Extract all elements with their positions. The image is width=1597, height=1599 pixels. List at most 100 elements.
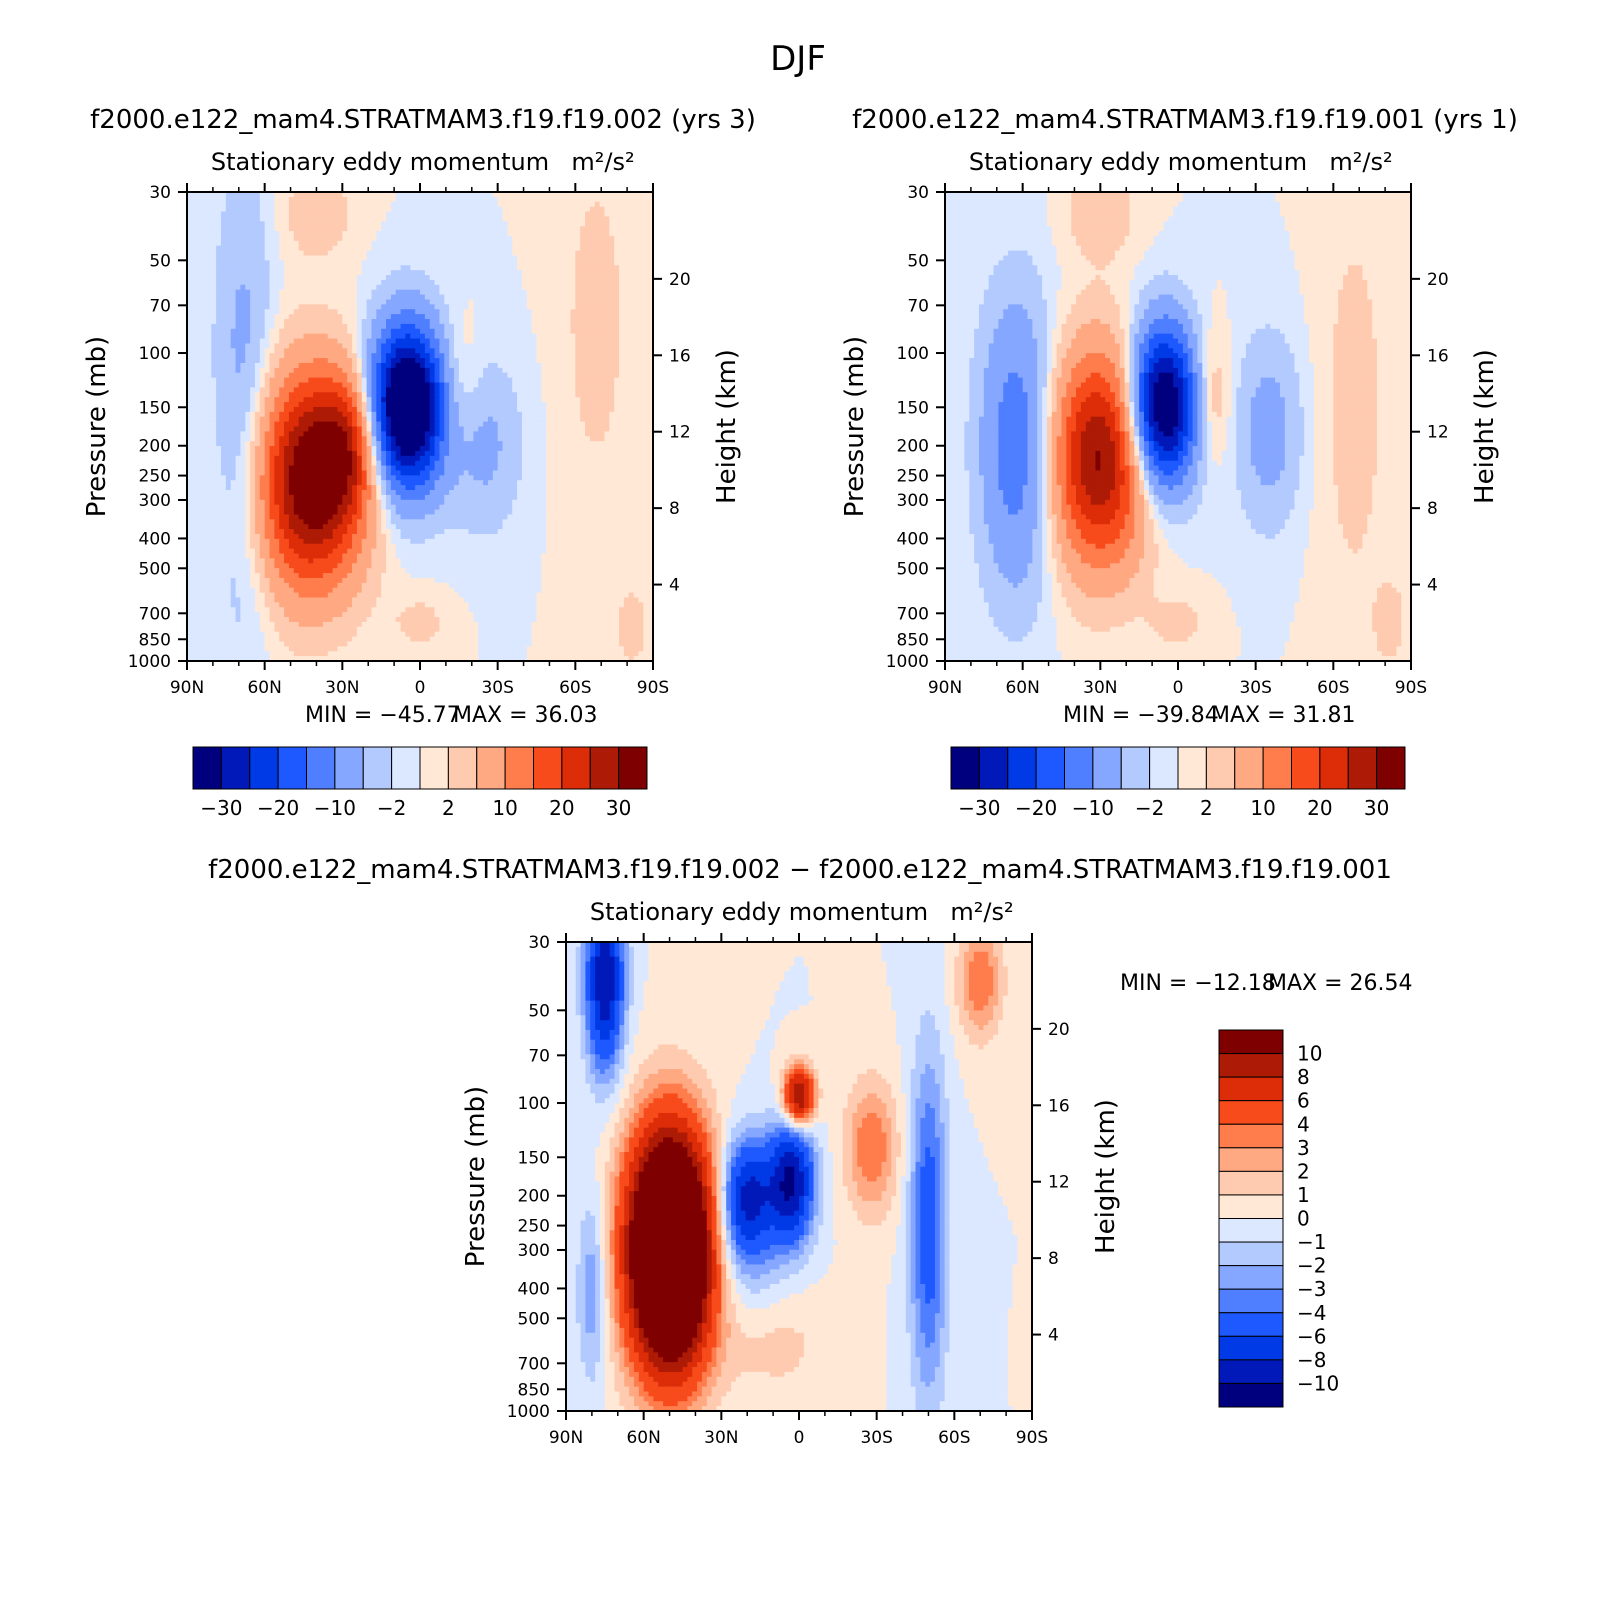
case1-cell [347, 328, 353, 335]
case1-cell [614, 304, 620, 310]
case1-cell [250, 192, 256, 198]
case1-cell [303, 426, 309, 432]
case1-cell [259, 221, 266, 227]
case1-cell [415, 245, 421, 252]
case1-cell [575, 343, 581, 349]
case1-cell [371, 372, 377, 379]
case1-cell [463, 323, 470, 330]
case1-cell [293, 431, 300, 437]
case1-cell [468, 402, 474, 408]
case1-cell [201, 353, 208, 359]
case1-cell [648, 226, 653, 232]
case1-cell [347, 260, 353, 266]
case1-cell [308, 206, 314, 213]
case1-cell [356, 260, 363, 266]
case1-cell [376, 279, 382, 286]
case1-cell [570, 240, 576, 247]
case1-cell [643, 250, 649, 257]
case1-cell [638, 319, 644, 325]
case1-cell [458, 426, 465, 432]
case1-cell [225, 358, 232, 364]
case1-cell [497, 421, 504, 428]
case1-cell [347, 275, 353, 281]
case1-cell [395, 402, 402, 408]
case1-cell [424, 235, 431, 242]
case1-cell [220, 372, 227, 379]
case1-cell [415, 402, 421, 408]
case1-cell [439, 250, 445, 257]
case1-cell [395, 221, 402, 227]
case1-cell [361, 240, 368, 247]
case1-cell [288, 270, 295, 276]
case1-cell [308, 250, 314, 257]
case1-cell [240, 255, 246, 261]
case1-cell [551, 304, 557, 310]
case1-cell [638, 231, 644, 237]
case1-cell [279, 270, 285, 276]
case1-cell [337, 323, 343, 330]
case1-cell [303, 348, 309, 354]
case1-cell [497, 196, 504, 203]
case1-cell [327, 221, 334, 227]
case1-cell [473, 411, 479, 418]
case1-cell [274, 270, 280, 276]
case1-cell [633, 367, 640, 374]
case1-cell [191, 299, 198, 305]
case1-cell [589, 304, 596, 310]
case1-cell [449, 309, 455, 315]
case1-cell [580, 353, 586, 359]
case1-cell [318, 231, 324, 237]
case1-cell [225, 372, 232, 379]
case1-cell [196, 260, 203, 266]
case1-cell [487, 299, 494, 305]
case1-cell [487, 284, 494, 291]
case1-cell [585, 314, 591, 320]
case1-cell [551, 338, 557, 345]
case1-cell [225, 284, 232, 291]
case1-cell [468, 416, 474, 423]
case1-cell [332, 426, 339, 432]
case1-cell [250, 343, 256, 349]
case1-cell [599, 343, 606, 349]
case1-cell [609, 323, 615, 330]
case1-cell [288, 255, 295, 261]
case1-cell [220, 289, 227, 296]
case1-cell [230, 314, 237, 320]
case1-cell [288, 402, 295, 408]
case1-cell [643, 372, 649, 379]
case1-cell [191, 221, 198, 227]
case1-cell [371, 328, 377, 335]
case1-cell [191, 328, 198, 335]
case1-cell [521, 250, 528, 257]
case1-cell [313, 314, 319, 320]
case1-cell [410, 377, 416, 384]
case1-cell [585, 402, 591, 408]
case1-cell [196, 275, 203, 281]
case1-cell [395, 265, 402, 271]
case1-cell [633, 211, 640, 218]
case1-cell [415, 309, 421, 315]
case1-cell [206, 416, 212, 423]
case1-cell [415, 328, 421, 335]
case1-cell [313, 240, 319, 247]
case1-cell [463, 245, 470, 252]
case1-cell [274, 216, 280, 222]
case1-cell [381, 309, 387, 315]
case1-cell [594, 201, 601, 208]
case1-cell [424, 367, 431, 374]
case1-cell [517, 279, 523, 286]
case1-cell [337, 314, 343, 320]
case1-cell [609, 294, 615, 301]
case1-cell [420, 260, 426, 266]
case1-cell [269, 279, 275, 286]
case1-cell [308, 392, 314, 398]
case1-cell [342, 289, 348, 296]
case1-cell [531, 201, 538, 208]
case1-cell [560, 441, 567, 447]
case1-cell [332, 235, 339, 242]
case1-cell [220, 235, 227, 242]
case1-cell [337, 367, 343, 374]
case1-cell [619, 421, 625, 428]
case1-cell [225, 333, 232, 340]
case1-cell [352, 387, 358, 393]
